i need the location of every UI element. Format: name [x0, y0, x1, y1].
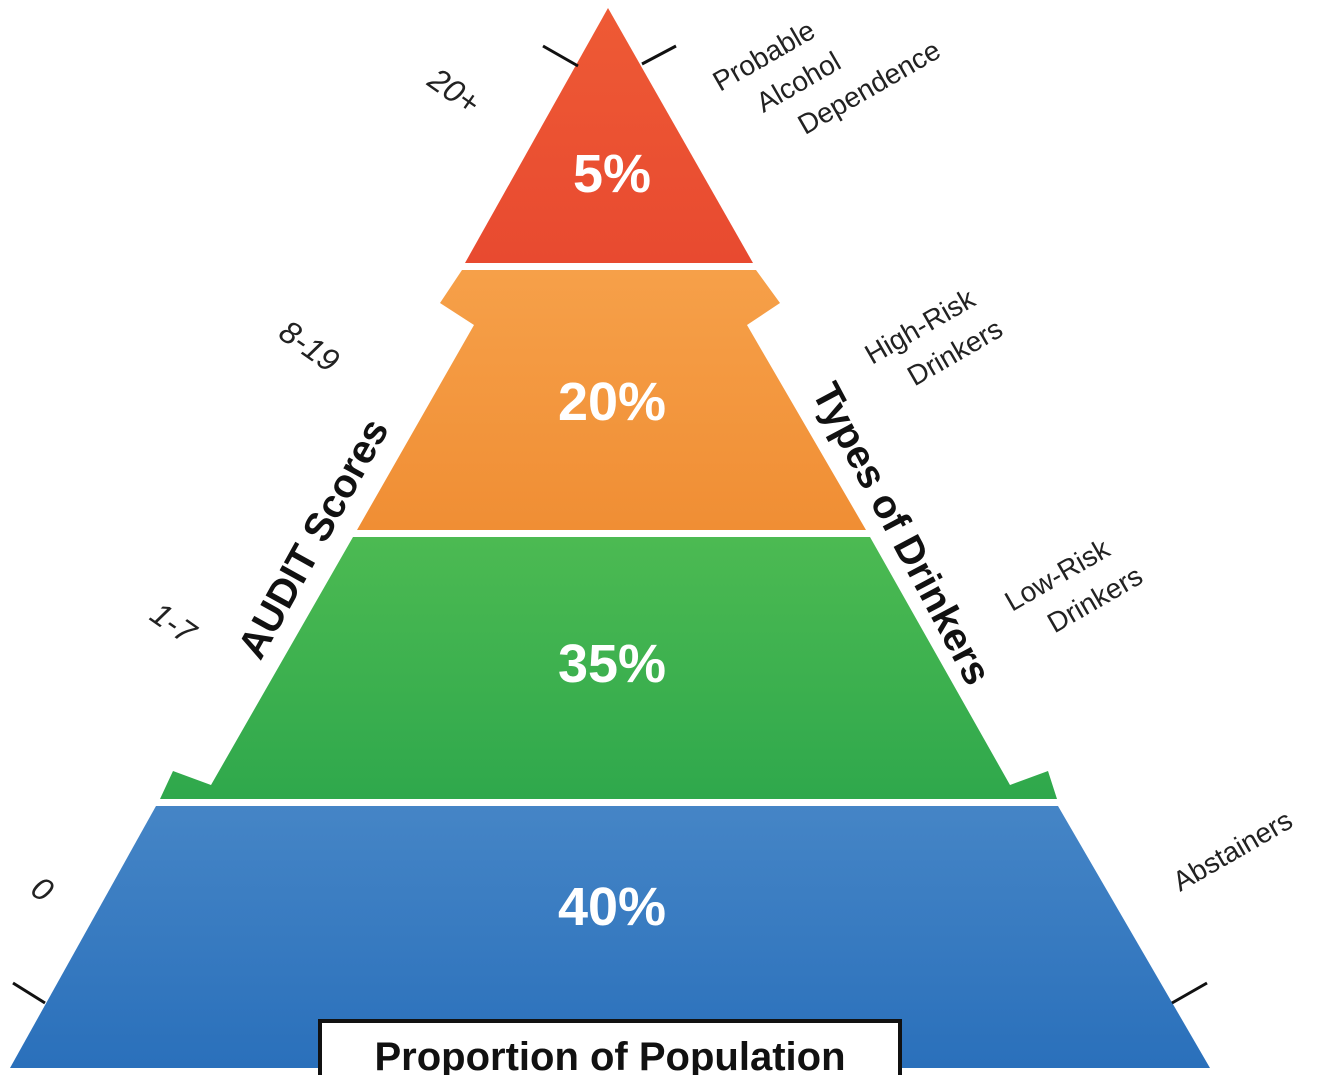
tick-right-bottom — [1171, 981, 1208, 1005]
tick-left-top — [542, 44, 579, 68]
tier-low-risk-score: 1-7 — [144, 595, 204, 652]
tier-abstainers-percent: 40% — [558, 877, 666, 937]
tier-abstainers-type: Abstainers — [1168, 804, 1298, 897]
tier-high-risk-type: High-Risk Drinkers — [860, 278, 1008, 405]
tier-high-risk-band — [357, 270, 866, 530]
population-label: Proportion of Population — [374, 1035, 845, 1075]
tier-dependence-band — [465, 8, 753, 263]
tick-right-top — [641, 44, 677, 66]
tier-low-risk-percent: 35% — [558, 634, 666, 694]
tier-dependence-percent: 5% — [573, 144, 651, 204]
tier-abstainers-score: 0 — [25, 869, 60, 909]
tier-abstainers-band — [10, 806, 1210, 1068]
population-label-box — [318, 1019, 902, 1075]
tier-dependence-score: 20+ — [421, 60, 487, 121]
tier-low-risk-band — [160, 537, 1057, 799]
tick-left-bottom — [12, 981, 46, 1005]
tier-high-risk-score: 8-19 — [273, 313, 346, 379]
tier-low-risk-type: Low-Risk Drinkers — [1000, 525, 1148, 652]
tier-high-risk-percent: 20% — [558, 372, 666, 432]
tier-dependence-type: Probable Alcohol Dependence — [708, 0, 946, 166]
